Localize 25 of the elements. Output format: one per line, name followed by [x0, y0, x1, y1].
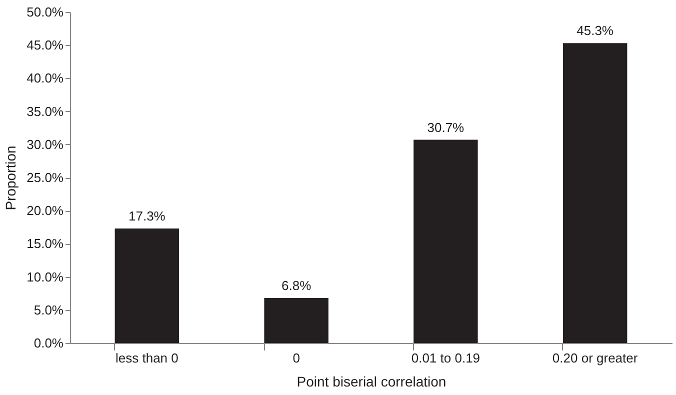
- y-tick-label: 50.0%: [26, 4, 64, 20]
- x-tick-label: 0.01 to 0.19: [411, 350, 480, 366]
- x-tick-label: 0.20 or greater: [552, 350, 638, 366]
- bar: [562, 43, 628, 343]
- data-label: 17.3%: [128, 208, 166, 224]
- data-label: 6.8%: [281, 278, 312, 293]
- y-tick-label: 5.0%: [34, 302, 64, 318]
- y-tick-label: 25.0%: [26, 170, 64, 185]
- data-label: 45.3%: [576, 23, 614, 38]
- y-tick-label: 30.0%: [26, 136, 64, 152]
- data-label: 30.7%: [427, 120, 465, 135]
- y-tick-label: 35.0%: [26, 104, 64, 119]
- y-tick-label: 40.0%: [26, 70, 64, 86]
- y-axis-title: Proportion: [2, 146, 19, 210]
- x-tick-label: 0: [292, 350, 300, 366]
- y-tick-label: 0.0%: [34, 336, 64, 350]
- y-tick-label: 10.0%: [26, 269, 64, 284]
- bar: [114, 228, 180, 343]
- x-tick-label: less than 0: [115, 350, 178, 366]
- bar: [414, 140, 478, 343]
- y-tick-label: 15.0%: [26, 236, 64, 252]
- y-tick-label: 20.0%: [26, 203, 64, 218]
- bar: [264, 298, 328, 343]
- x-axis-title: Point biserial correlation: [296, 374, 446, 390]
- y-tick-label: 45.0%: [26, 38, 64, 53]
